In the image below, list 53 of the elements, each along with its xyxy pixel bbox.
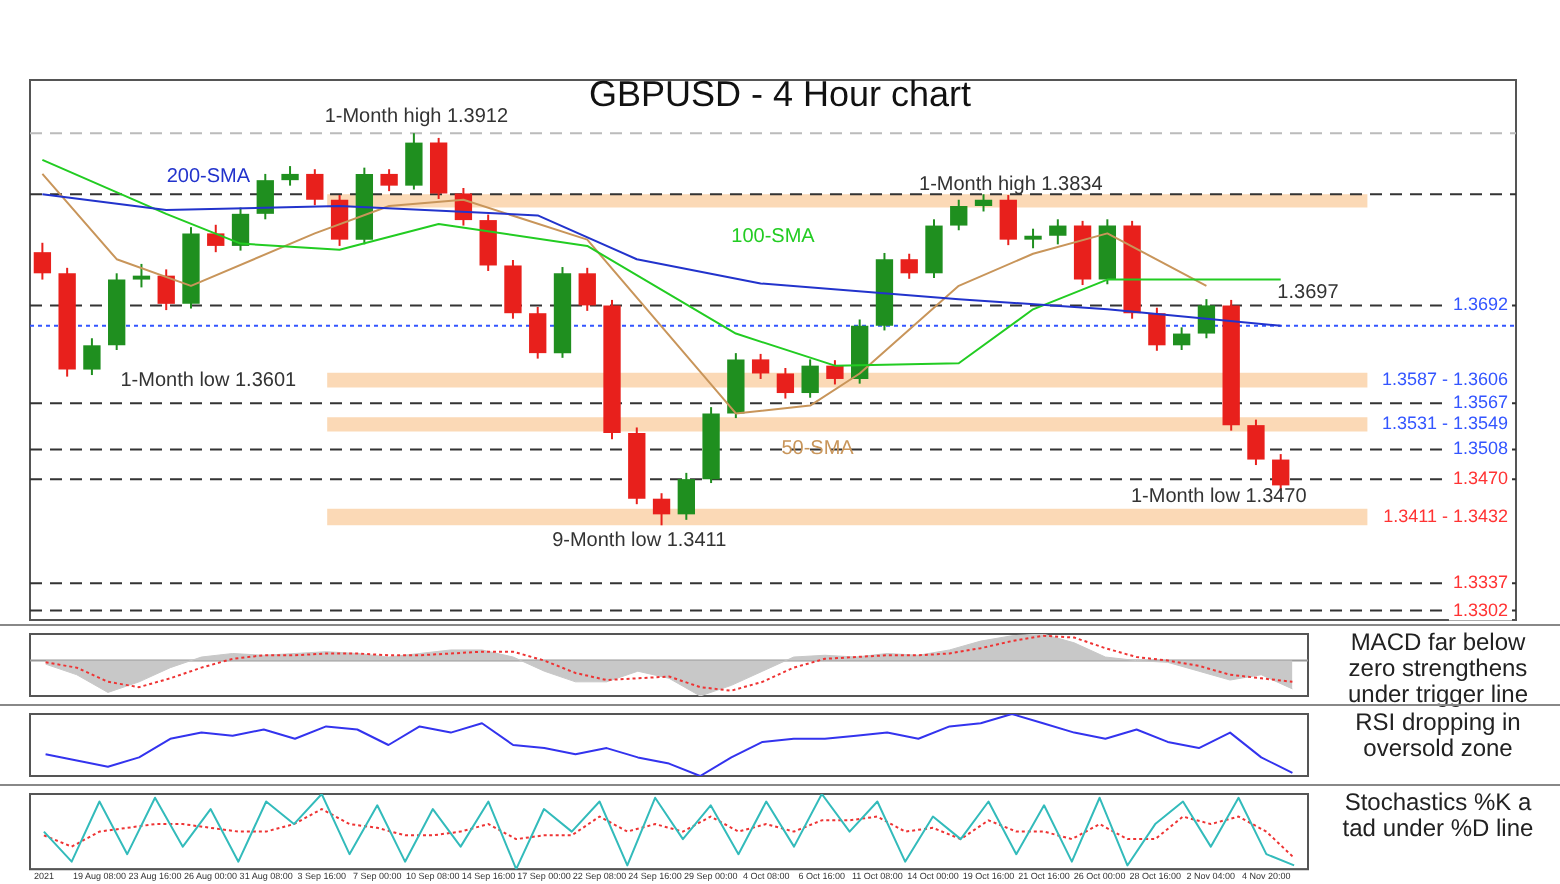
candlestick — [1197, 298, 1216, 340]
candlestick — [306, 168, 324, 207]
candlestick — [529, 305, 547, 360]
ref-line-label: 1.3567 — [1452, 392, 1508, 413]
candlestick — [479, 213, 497, 272]
candlestick — [1172, 326, 1191, 351]
candlestick — [83, 337, 101, 377]
candlestick — [504, 259, 522, 320]
candlestick — [1024, 227, 1042, 250]
candlestick — [256, 172, 274, 221]
series-label: 200-SMA — [166, 165, 251, 188]
candlestick — [33, 241, 52, 281]
candlestick — [1247, 418, 1265, 467]
chart-title: GBPUSD - 4 Hour chart — [588, 73, 972, 114]
candlestick — [578, 266, 596, 312]
band-label: 1.3411 - 1.3432 — [1383, 506, 1508, 527]
candlestick — [652, 492, 671, 527]
candlestick — [751, 352, 770, 380]
band-label: 1.3531 - 1.3549 — [1381, 413, 1508, 434]
candlestick — [677, 471, 695, 521]
band-label: 1.3587 - 1.3606 — [1381, 369, 1508, 390]
candlestick — [231, 206, 250, 252]
annotation: 1-Month low 1.3470 — [1130, 485, 1308, 508]
candlestick — [1148, 306, 1166, 352]
candlestick — [281, 165, 299, 187]
candlestick — [801, 358, 819, 399]
text: 100-SMA — [731, 225, 816, 248]
series-label: 50-SMA — [781, 437, 855, 460]
candlestick — [776, 367, 795, 400]
candlestick — [132, 262, 151, 289]
annotation: 1-Month high 1.3912 — [324, 105, 509, 128]
ref-line-label: 1.3337 — [1452, 572, 1508, 593]
ref-line-label: 1.3470 — [1452, 468, 1508, 489]
annotation: 1.3697 — [1277, 281, 1340, 304]
candlestick — [999, 194, 1017, 247]
candlestick — [1272, 453, 1290, 492]
candlestick — [1049, 218, 1067, 246]
candlestick — [207, 223, 225, 254]
candlestick — [900, 252, 918, 280]
annotation: 1-Month high 1.3834 — [919, 173, 1104, 196]
ref-line-label: 1.3302 — [1452, 599, 1508, 620]
text: Stochastics %K a tad under %D line — [1340, 788, 1536, 842]
annotation: 9-Month low 1.3411 — [552, 529, 728, 552]
annotation: 1-Month low 1.3601 — [120, 369, 298, 392]
candlestick — [826, 359, 844, 386]
text: RSI dropping in oversold zone — [1353, 708, 1523, 762]
candlestick — [157, 268, 175, 312]
candlestick — [950, 198, 968, 232]
candlestick — [925, 218, 943, 279]
ref-line-label: 1.3692 — [1452, 294, 1508, 315]
candlestick — [380, 168, 398, 193]
candlestick — [405, 132, 423, 191]
ref-line-label: 1.3508 — [1452, 438, 1508, 459]
